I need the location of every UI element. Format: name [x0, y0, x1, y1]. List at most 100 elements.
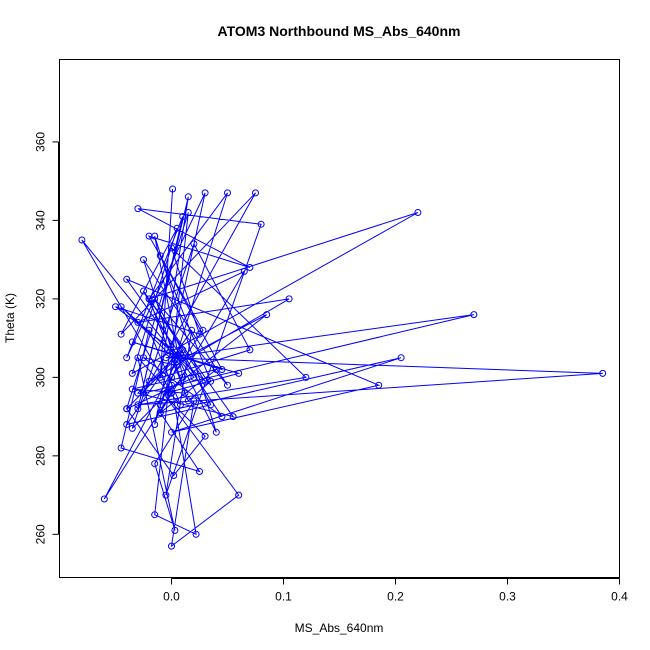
data-point — [470, 311, 478, 319]
data-point — [263, 311, 271, 319]
data-point — [207, 377, 215, 385]
data-point — [235, 369, 243, 377]
data-point — [201, 432, 209, 440]
x-tick-label: 0.0 — [163, 590, 180, 604]
data-point — [117, 330, 125, 338]
data-point — [134, 389, 142, 397]
data-point — [201, 189, 209, 197]
data-point — [224, 381, 231, 389]
data-point — [170, 472, 178, 479]
data-point — [134, 205, 142, 213]
y-tick-label: 280 — [34, 446, 48, 466]
data-point — [212, 428, 220, 436]
y-tick-label: 360 — [34, 132, 48, 152]
data-point — [173, 362, 181, 370]
plot-frame — [59, 59, 620, 578]
data-point — [156, 409, 164, 417]
data-point — [128, 369, 136, 377]
data-point — [162, 393, 170, 401]
data-point — [162, 354, 170, 362]
data-point — [196, 468, 203, 475]
data-point — [168, 389, 175, 397]
data-point — [246, 264, 254, 271]
y-axis: 260 280 300 320 340 360 — [34, 132, 59, 544]
data-point — [235, 491, 243, 499]
data-point — [192, 530, 200, 538]
data-point — [140, 256, 147, 264]
data-point — [599, 369, 607, 377]
data-point — [117, 444, 125, 452]
data-point — [169, 185, 177, 193]
data-point — [302, 373, 310, 381]
x-tick-label: 0.1 — [275, 590, 292, 604]
data-point — [100, 495, 108, 503]
data-point — [199, 326, 207, 334]
data-point — [414, 209, 422, 216]
chart-title: ATOM3 Northbound MS_Abs_640nm — [218, 23, 461, 39]
data-point — [78, 236, 86, 244]
data-point — [156, 401, 164, 409]
data-point — [257, 220, 265, 228]
data-point — [168, 428, 175, 436]
data-point — [123, 405, 131, 413]
data-point — [229, 413, 237, 421]
data-point — [375, 381, 383, 389]
data-point — [246, 346, 254, 354]
data-point — [168, 244, 175, 252]
y-axis-label: Theta (K) — [3, 293, 17, 343]
series-line — [81, 188, 603, 548]
data-point — [179, 373, 187, 381]
x-axis: 0.0 0.1 0.2 0.3 0.4 — [163, 578, 628, 604]
data-point — [151, 511, 159, 519]
data-point — [190, 373, 198, 381]
data-point — [145, 232, 153, 240]
data-point — [212, 366, 220, 373]
data-point — [134, 318, 142, 326]
data-point — [207, 401, 215, 409]
data-point — [162, 491, 170, 499]
x-tick-label: 0.3 — [499, 590, 516, 604]
x-tick-label: 0.4 — [611, 590, 628, 604]
data-point — [168, 381, 175, 389]
data-point — [179, 346, 187, 354]
data-point — [252, 189, 259, 197]
data-point — [224, 189, 231, 197]
data-point — [240, 267, 248, 275]
data-point — [177, 350, 184, 358]
data-point — [134, 401, 142, 409]
data-point — [397, 354, 405, 362]
data-point — [168, 542, 175, 550]
x-axis-label: MS_Abs_640nm — [295, 621, 384, 635]
y-tick-label: 340 — [34, 210, 48, 230]
data-point — [140, 354, 147, 362]
data-point — [179, 354, 187, 362]
data-point — [117, 303, 125, 311]
data-point — [145, 326, 153, 334]
data-point — [140, 287, 147, 295]
data-point — [156, 373, 164, 381]
data-point — [190, 240, 198, 248]
data-point — [181, 389, 189, 397]
data-point — [128, 424, 136, 432]
data-point — [151, 421, 159, 428]
data-point — [179, 213, 187, 220]
data-point — [128, 338, 136, 346]
data-point — [173, 358, 181, 366]
data-point — [171, 526, 179, 534]
data-point — [285, 295, 293, 303]
data-point — [184, 209, 192, 216]
data-point — [156, 252, 164, 260]
data-point — [123, 354, 131, 362]
data-point — [196, 330, 203, 338]
data-point — [151, 460, 159, 468]
data-point — [123, 421, 131, 428]
data-point — [173, 224, 181, 232]
x-tick-label: 0.2 — [387, 590, 404, 604]
data-point — [123, 275, 131, 283]
data-point — [128, 385, 136, 393]
data-point — [177, 401, 184, 409]
data-point — [188, 326, 196, 334]
data-point — [190, 397, 198, 405]
